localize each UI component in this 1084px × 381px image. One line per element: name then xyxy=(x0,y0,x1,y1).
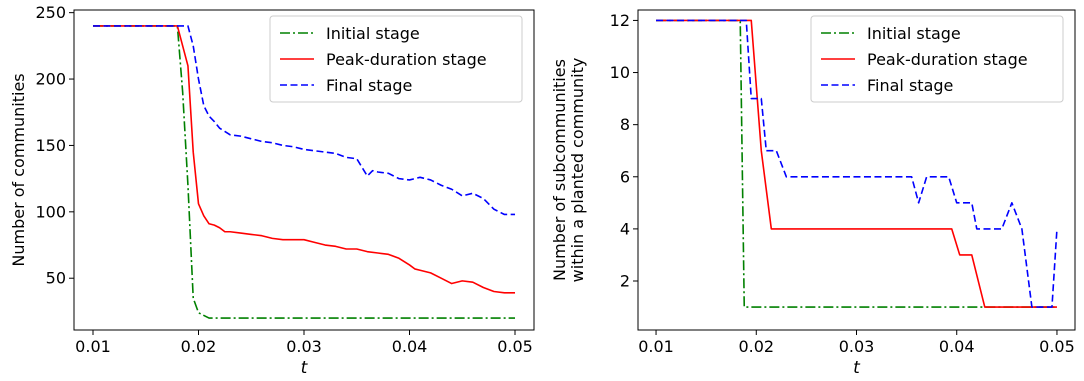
y-axis-label-line: Number of subcommunities xyxy=(550,59,569,281)
y-axis-label: Number of communities xyxy=(9,73,28,266)
y-tick-label: 200 xyxy=(35,70,66,89)
legend-box xyxy=(269,15,523,103)
legend-label: Peak-duration stage xyxy=(326,50,487,69)
y-tick-label: 4 xyxy=(620,219,630,238)
series-line-peak-duration-stage xyxy=(92,25,516,294)
x-tick-label: 0.01 xyxy=(75,337,111,356)
series-line-final-stage xyxy=(92,25,516,216)
x-tick-label: 0.02 xyxy=(181,337,217,356)
x-axis-label: t xyxy=(853,358,861,378)
y-axis-label-line: within a planted community xyxy=(568,58,587,283)
x-axis-label: t xyxy=(301,358,309,378)
legend: Initial stage Peak-duration stage Final st… xyxy=(810,15,1064,103)
y-tick-label: 12 xyxy=(610,11,630,30)
legend: Initial stage Peak-duration stage Final st… xyxy=(269,15,523,103)
y-tick-label: 150 xyxy=(35,136,66,155)
x-tick-label: 0.01 xyxy=(638,337,674,356)
y-tick-label: 250 xyxy=(35,3,66,22)
legend-label: Final stage xyxy=(867,76,953,95)
y-axis-label-line: Number of communities xyxy=(9,73,28,266)
y-tick-label: 2 xyxy=(620,272,630,291)
legend-label: Peak-duration stage xyxy=(867,50,1028,69)
x-tick-label: 0.05 xyxy=(497,337,533,356)
series-group xyxy=(92,25,516,319)
x-tick-label: 0.02 xyxy=(738,337,774,356)
x-tick-label: 0.05 xyxy=(1039,337,1075,356)
y-tick-label: 8 xyxy=(620,115,630,134)
y-tick-label: 50 xyxy=(46,269,66,288)
series-line-final-stage xyxy=(656,19,1058,308)
x-tick-label: 0.03 xyxy=(286,337,322,356)
series-line-peak-duration-stage xyxy=(656,19,1057,308)
x-tick-label: 0.04 xyxy=(939,337,975,356)
left-chart: 0.01 0.02 0.03 0.04 0.05 50 100 150 200 250 t Numbe… xyxy=(9,3,535,378)
legend-label: Initial stage xyxy=(867,24,961,43)
legend-label: Initial stage xyxy=(326,24,420,43)
y-tick-label: 100 xyxy=(35,202,66,221)
legend-box xyxy=(810,15,1064,103)
series-line-initial-stage xyxy=(92,25,516,319)
right-chart: 0.01 0.02 0.03 0.04 0.05 2 4 6 8 10 12 t Number of s… xyxy=(550,9,1076,378)
x-tick-label: 0.03 xyxy=(839,337,875,356)
x-tick-label: 0.04 xyxy=(392,337,428,356)
series-group xyxy=(656,19,1058,308)
y-axis-label: Number of subcommunitieswithin a planted… xyxy=(550,58,587,283)
legend-label: Final stage xyxy=(326,76,412,95)
y-tick-label: 10 xyxy=(610,63,630,82)
y-tick-label: 6 xyxy=(620,167,630,186)
